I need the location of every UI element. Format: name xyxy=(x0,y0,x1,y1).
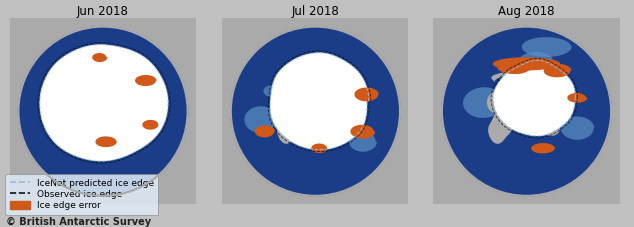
Polygon shape xyxy=(295,101,309,112)
Polygon shape xyxy=(68,71,138,83)
Title: Jun 2018: Jun 2018 xyxy=(77,5,129,18)
Polygon shape xyxy=(519,52,553,69)
Polygon shape xyxy=(40,45,168,161)
Polygon shape xyxy=(93,53,108,62)
Polygon shape xyxy=(40,45,168,161)
Polygon shape xyxy=(255,125,275,137)
Polygon shape xyxy=(531,143,555,153)
Polygon shape xyxy=(354,87,378,101)
Ellipse shape xyxy=(442,27,611,196)
Polygon shape xyxy=(100,74,123,87)
Polygon shape xyxy=(96,136,117,147)
Polygon shape xyxy=(100,90,109,97)
Title: Jul 2018: Jul 2018 xyxy=(292,5,339,18)
Ellipse shape xyxy=(18,27,188,196)
Polygon shape xyxy=(530,72,537,77)
Polygon shape xyxy=(349,131,377,152)
Polygon shape xyxy=(298,72,316,83)
Polygon shape xyxy=(543,122,560,136)
Polygon shape xyxy=(280,71,351,83)
Polygon shape xyxy=(270,53,369,150)
Polygon shape xyxy=(313,90,321,97)
Polygon shape xyxy=(292,91,304,100)
Polygon shape xyxy=(488,105,515,144)
Polygon shape xyxy=(543,64,571,77)
Polygon shape xyxy=(493,60,576,136)
Title: Aug 2018: Aug 2018 xyxy=(498,5,555,18)
Text: © British Antarctic Survey: © British Antarctic Survey xyxy=(6,217,152,227)
Polygon shape xyxy=(567,93,587,103)
Polygon shape xyxy=(491,71,562,83)
Polygon shape xyxy=(79,67,100,81)
Polygon shape xyxy=(500,87,520,101)
Polygon shape xyxy=(270,53,369,150)
Polygon shape xyxy=(311,143,327,153)
Polygon shape xyxy=(143,120,158,130)
Polygon shape xyxy=(351,125,375,138)
Polygon shape xyxy=(493,57,560,70)
Polygon shape xyxy=(119,122,136,136)
Polygon shape xyxy=(65,105,92,144)
Polygon shape xyxy=(306,97,316,104)
Polygon shape xyxy=(93,97,104,104)
Polygon shape xyxy=(79,91,91,100)
Polygon shape xyxy=(244,106,278,133)
Polygon shape xyxy=(277,105,304,144)
Polygon shape xyxy=(83,101,97,112)
Polygon shape xyxy=(524,90,533,97)
Polygon shape xyxy=(560,116,594,140)
Polygon shape xyxy=(497,61,531,74)
Polygon shape xyxy=(263,85,283,97)
Polygon shape xyxy=(135,75,157,86)
Polygon shape xyxy=(44,101,62,115)
Polygon shape xyxy=(283,90,306,106)
Polygon shape xyxy=(61,92,94,113)
Polygon shape xyxy=(463,87,505,118)
Polygon shape xyxy=(522,37,572,57)
Polygon shape xyxy=(63,92,81,113)
Polygon shape xyxy=(503,91,515,100)
Legend: IceNet predicted ice edge, Observed ice edge, Ice edge error: IceNet predicted ice edge, Observed ice … xyxy=(5,174,158,215)
Polygon shape xyxy=(332,122,349,136)
Polygon shape xyxy=(517,97,527,104)
Polygon shape xyxy=(507,101,521,112)
Polygon shape xyxy=(493,60,576,136)
Polygon shape xyxy=(319,72,326,77)
Ellipse shape xyxy=(231,27,400,196)
Polygon shape xyxy=(276,92,294,113)
Polygon shape xyxy=(44,120,69,137)
Polygon shape xyxy=(487,92,505,113)
Polygon shape xyxy=(107,72,113,77)
Polygon shape xyxy=(57,71,75,84)
